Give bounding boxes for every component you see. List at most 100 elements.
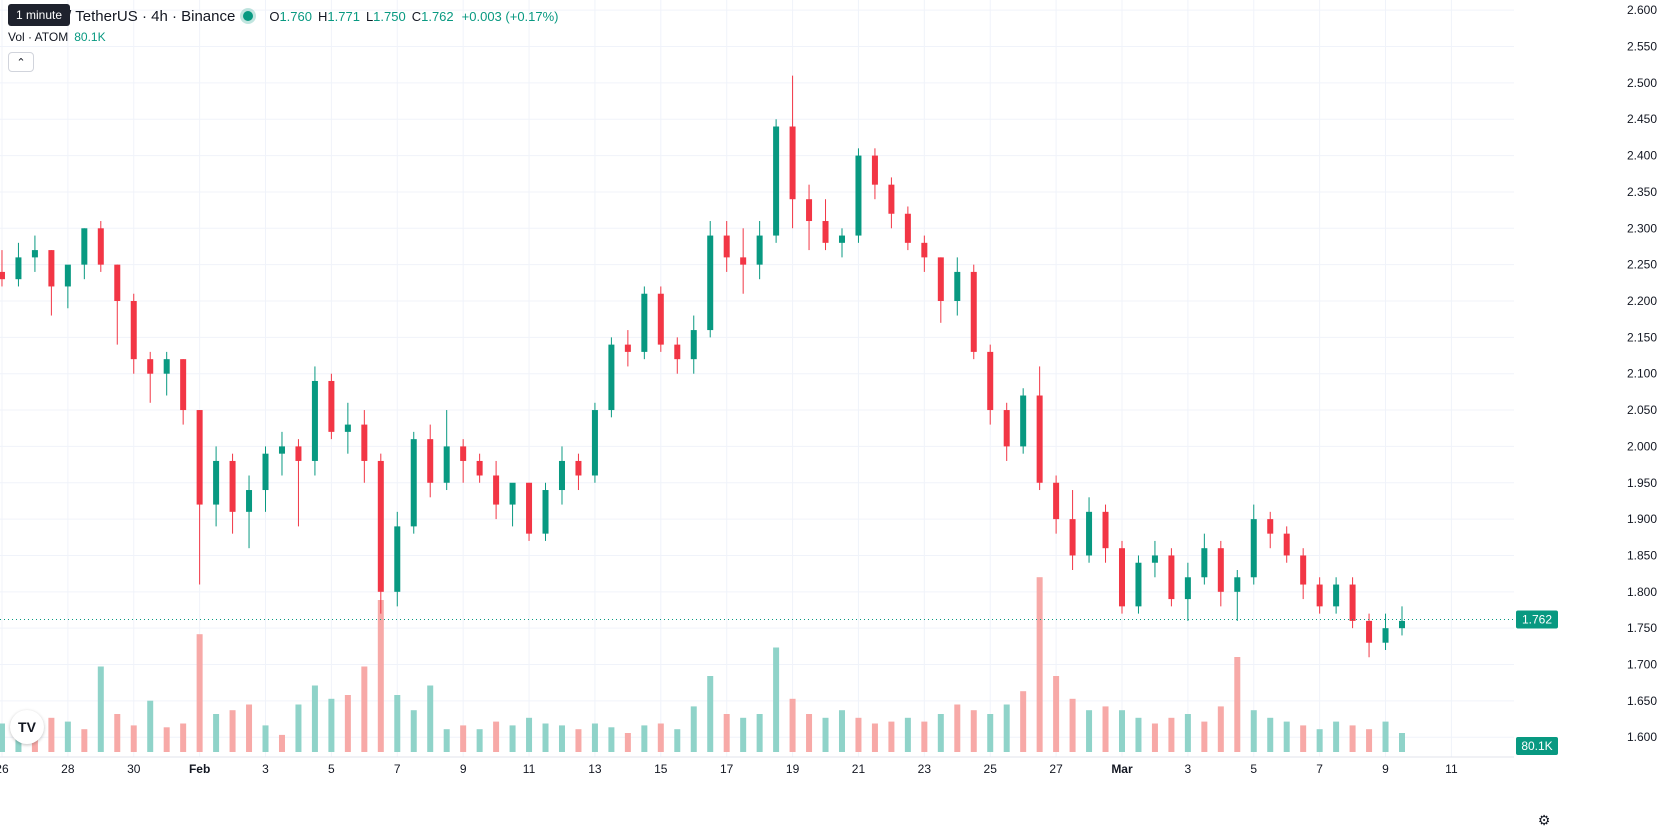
volume-bar bbox=[806, 714, 813, 752]
time-tick-label: 15 bbox=[654, 762, 668, 776]
candle-body bbox=[756, 235, 763, 265]
candle-body bbox=[114, 264, 121, 301]
time-tick-label: 11 bbox=[523, 762, 536, 776]
time-tick-label: Mar bbox=[1111, 762, 1133, 776]
time-tick-label: 25 bbox=[984, 762, 998, 776]
volume-bar bbox=[773, 647, 780, 752]
volume-bar bbox=[542, 723, 549, 752]
volume-bar bbox=[377, 600, 384, 752]
price-tick-label: 1.700 bbox=[1627, 658, 1657, 672]
volume-bar bbox=[1003, 704, 1010, 752]
price-scale[interactable]: 2.600 2.550 2.500 2.450 2.400 2.350 2.300 2.250… bbox=[1514, 0, 1678, 835]
candle-body bbox=[147, 359, 154, 374]
volume-bar bbox=[278, 734, 285, 752]
volume-bar bbox=[838, 710, 845, 752]
candle-body bbox=[1234, 577, 1241, 592]
candle-body bbox=[196, 410, 203, 505]
volume-bar bbox=[674, 729, 681, 752]
volume-bar bbox=[246, 704, 253, 752]
volume-bar bbox=[114, 714, 121, 752]
volume-bar bbox=[591, 723, 598, 752]
time-tick-label: 11 bbox=[1445, 762, 1458, 776]
volume-bar bbox=[311, 685, 318, 752]
price-tick-label: 1.600 bbox=[1627, 730, 1657, 744]
price-tick-label: 2.500 bbox=[1627, 76, 1657, 90]
candle-body bbox=[822, 221, 829, 243]
candle-body bbox=[493, 475, 500, 505]
candle-body bbox=[954, 271, 961, 301]
volume-bar bbox=[295, 704, 302, 752]
volume-bar bbox=[1366, 729, 1373, 752]
candle-body bbox=[888, 184, 895, 214]
price-tick-label: 1.750 bbox=[1627, 621, 1657, 635]
volume-value: 80.1K bbox=[74, 30, 106, 44]
volume-bar bbox=[1234, 657, 1241, 752]
candle-body bbox=[311, 380, 318, 461]
volume-legend: Vol · ATOM 80.1K bbox=[8, 30, 106, 44]
symbol-legend: Cosmos / TetherUS · 4h · Binance O 1.760 … bbox=[8, 6, 559, 26]
price-tick-label: 2.400 bbox=[1627, 149, 1657, 163]
interval-tooltip: 1 minute bbox=[8, 4, 71, 26]
volume-bar bbox=[657, 723, 664, 752]
candles bbox=[0, 75, 1405, 658]
volume-bar bbox=[575, 729, 582, 752]
candle-body bbox=[1102, 511, 1109, 549]
current-volume-badge bbox=[1516, 737, 1558, 755]
time-tick-label: 7 bbox=[394, 762, 401, 776]
volume-bar bbox=[921, 721, 928, 752]
volume-bar bbox=[361, 666, 368, 752]
volume-bar bbox=[1250, 710, 1257, 752]
candle-body bbox=[690, 330, 697, 360]
candle-body bbox=[1349, 584, 1356, 621]
volume-bar bbox=[1316, 729, 1323, 752]
candle-body bbox=[213, 460, 220, 505]
candle-body bbox=[509, 482, 516, 505]
candle-body bbox=[163, 359, 170, 374]
candle-body bbox=[789, 126, 796, 200]
volume-bar bbox=[1333, 721, 1340, 752]
volume-bar bbox=[1135, 717, 1142, 752]
collapse-legend-button[interactable]: ⌃ bbox=[8, 52, 34, 72]
time-tick-label: 3 bbox=[1185, 762, 1192, 776]
volume-bar bbox=[954, 704, 961, 752]
volume-bar bbox=[1201, 721, 1208, 752]
market-status-icon bbox=[243, 11, 254, 21]
time-tick-label: 5 bbox=[1250, 762, 1257, 776]
candle-body bbox=[1217, 548, 1224, 592]
candle-body bbox=[1151, 555, 1158, 563]
ohlc-close-label: C bbox=[411, 8, 422, 24]
candle-body bbox=[344, 424, 351, 432]
volume-bar bbox=[740, 717, 747, 752]
candle-body bbox=[624, 344, 631, 352]
volume-bar bbox=[262, 725, 269, 752]
volume-bar bbox=[855, 717, 862, 752]
volume-bar bbox=[1118, 710, 1125, 752]
candle-body bbox=[1086, 511, 1093, 556]
candle-body bbox=[591, 410, 598, 476]
ohlc-open-label: O bbox=[269, 8, 280, 24]
time-scale-bg bbox=[0, 757, 1678, 835]
volume-bar bbox=[196, 634, 203, 752]
candle-body bbox=[64, 264, 71, 287]
tradingview-logo-icon[interactable]: TV bbox=[10, 710, 44, 744]
price-tick-label: 1.900 bbox=[1627, 512, 1657, 526]
volume-bar bbox=[1300, 725, 1307, 752]
ohlc-close: 1.762 bbox=[421, 8, 454, 24]
price-tick-label: 2.250 bbox=[1627, 258, 1657, 272]
time-tick-label: 28 bbox=[61, 762, 75, 776]
time-tick-label: 9 bbox=[460, 762, 467, 776]
volume-bar bbox=[48, 717, 55, 752]
time-tick-label: 3 bbox=[262, 762, 269, 776]
time-tick-label: 17 bbox=[720, 762, 734, 776]
time-scale[interactable]: 26 28 30 Feb 3 5 7 9 11 13 15 17 19 21 23 25 27 Mar 3 5 7 9 11 bbox=[0, 756, 1678, 835]
volume-bar bbox=[1168, 717, 1175, 752]
candle-body bbox=[1184, 577, 1191, 600]
time-tick-label: 27 bbox=[1049, 762, 1063, 776]
gear-icon[interactable]: ⚙ bbox=[1537, 811, 1551, 828]
volume-bar bbox=[1217, 706, 1224, 752]
candle-body bbox=[740, 257, 747, 265]
volume-bar bbox=[1086, 710, 1093, 752]
candle-body bbox=[1250, 519, 1257, 578]
price-scale-bg bbox=[1514, 0, 1678, 835]
